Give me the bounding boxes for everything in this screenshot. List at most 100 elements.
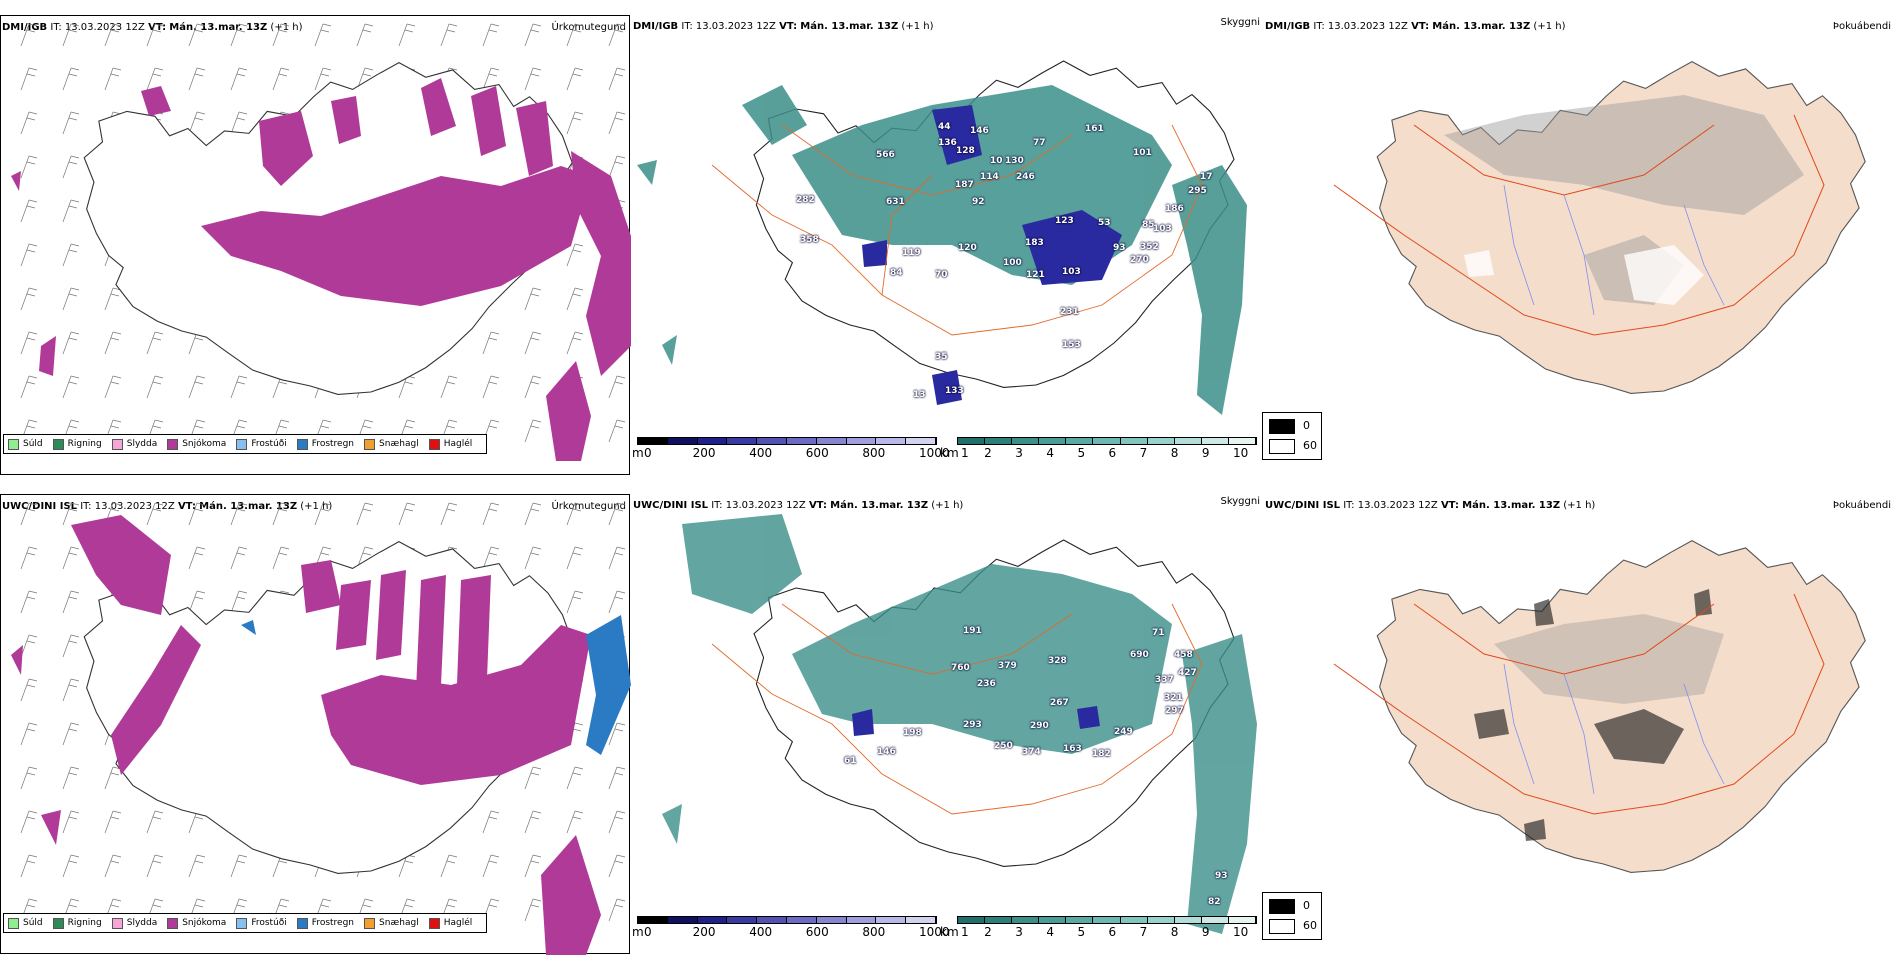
wind-barb (314, 502, 332, 526)
colorbar-cell (1093, 917, 1121, 923)
cloud-key-label: 60 (1303, 439, 1317, 452)
scale-tick: 7 (1139, 925, 1148, 939)
panel-header: DMI/IGB IT: 13.03.2023 12Z VT: Mán. 13.m… (1265, 21, 1565, 32)
legend-label: Slydda (126, 439, 158, 449)
valid-time-label: VT: (808, 500, 827, 511)
wind-barb (524, 375, 542, 399)
wind-barb (566, 810, 584, 834)
init-time: IT: 13.03.2023 12Z (50, 22, 145, 33)
ceiling-height-label: 103 (1062, 267, 1081, 277)
legend-label: Súld (23, 918, 43, 928)
wind-barb (482, 546, 500, 570)
wind-barb (230, 111, 248, 135)
ceiling-height-label: 101 (1133, 148, 1152, 158)
colorbar-cell (697, 438, 728, 444)
legend-swatch (111, 917, 123, 929)
visibility-map (662, 514, 1257, 934)
wind-barb (524, 810, 542, 834)
scale-tick: 9 (1201, 925, 1210, 939)
wind-barb (566, 243, 584, 267)
scale-tick: 2 (984, 925, 992, 939)
legend-label: Frostúði (251, 918, 287, 928)
init-time: IT: 13.03.2023 12Z (1343, 500, 1438, 511)
ceiling-height-label: 53 (1098, 218, 1111, 228)
legend-item: Haglél (428, 438, 472, 450)
ceiling-height-label: 293 (963, 720, 982, 730)
precip-title: Úrkomutegund (551, 501, 626, 512)
legend-item: Rigning (52, 438, 102, 450)
scale-tick: 1 (961, 446, 969, 460)
wind-barb (20, 766, 38, 790)
ceiling-height-label: 103 (1153, 224, 1172, 234)
colorbar-cell (1012, 917, 1040, 923)
wind-barb (524, 854, 542, 878)
colorbar-cell (1201, 917, 1229, 923)
colorbar-cell (1201, 438, 1229, 444)
colorbar-cell (727, 917, 758, 923)
colorbar-cell (638, 917, 668, 923)
wind-barb (608, 502, 626, 526)
colorbar-cell (985, 438, 1013, 444)
precip-map (11, 502, 631, 955)
colorbar-cell (786, 438, 817, 444)
ceiling-height-label: 187 (955, 180, 974, 190)
colorbar-cell (1039, 438, 1067, 444)
scale-tick: 1 (961, 925, 969, 939)
wind-barb (398, 502, 416, 526)
legend-swatch (364, 438, 376, 450)
wind-barb (62, 331, 80, 355)
wind-barb (20, 546, 38, 570)
wind-barb (230, 375, 248, 399)
wind-barb (314, 23, 332, 47)
colorbar-cell (1147, 917, 1175, 923)
precip-legend: Súld Rigning Slydda Snjókoma Frostúði Frostre… (3, 913, 488, 933)
scale-tick: 200 (692, 925, 716, 939)
ceiling-height-label: 100 (1003, 258, 1022, 268)
ceiling-height-label: 61 (844, 756, 857, 766)
legend-item: Rigning (52, 917, 102, 929)
scale-tick: 200 (692, 446, 716, 460)
panel-header: DMI/IGB IT: 13.03.2023 12Z VT: Mán. 13.m… (633, 21, 933, 32)
wind-barb (104, 854, 122, 878)
ceiling-height-label: 458 (1174, 650, 1193, 660)
legend-swatch (296, 438, 308, 450)
wind-barb (524, 23, 542, 47)
scale-tick: 2 (984, 446, 992, 460)
lead-time: (+1 h) (1533, 21, 1566, 32)
ceiling-scale-bottom: m 0 200 400 600 800 1000 (632, 916, 950, 940)
ceiling-height-label: 93 (1215, 871, 1228, 881)
wind-barb (62, 678, 80, 702)
scale-tick: 3 (1015, 925, 1023, 939)
wind-barb (146, 67, 164, 91)
valid-time-label: VT: (1411, 21, 1430, 32)
ceiling-height-label: 231 (1060, 307, 1079, 317)
legend-swatch (167, 438, 179, 450)
wind-barb (566, 331, 584, 355)
low-visibility-areas (662, 514, 1257, 934)
colorbar-cell (846, 917, 877, 923)
model-name: DMI/IGB (633, 21, 679, 32)
ceiling-colorbar (637, 437, 937, 445)
wind-barb (146, 810, 164, 834)
colorbar-cell (697, 917, 728, 923)
wind-barb (188, 67, 206, 91)
ceiling-height-label: 352 (1140, 242, 1159, 252)
ceiling-height-label: 427 (1178, 668, 1197, 678)
wind-barb (230, 502, 248, 526)
wind-barb (524, 287, 542, 311)
wind-barb (608, 590, 626, 614)
ceiling-height-label: 136 (938, 138, 957, 148)
wind-barb (482, 331, 500, 355)
legend-item: Súld (8, 917, 43, 929)
colorbar-cell (958, 917, 986, 923)
wind-barb (230, 590, 248, 614)
wind-barb (62, 810, 80, 834)
wind-barb (20, 23, 38, 47)
legend-swatch (236, 917, 248, 929)
visibility-scale-bottom: km 1 2 3 4 5 6 7 8 9 10 (937, 916, 1262, 940)
river-network (1503, 663, 1725, 795)
ceiling-height-label: 130 (1005, 156, 1024, 166)
ceiling-height-label: 566 (876, 150, 895, 160)
wind-barb (608, 375, 626, 399)
wind-barb (20, 678, 38, 702)
